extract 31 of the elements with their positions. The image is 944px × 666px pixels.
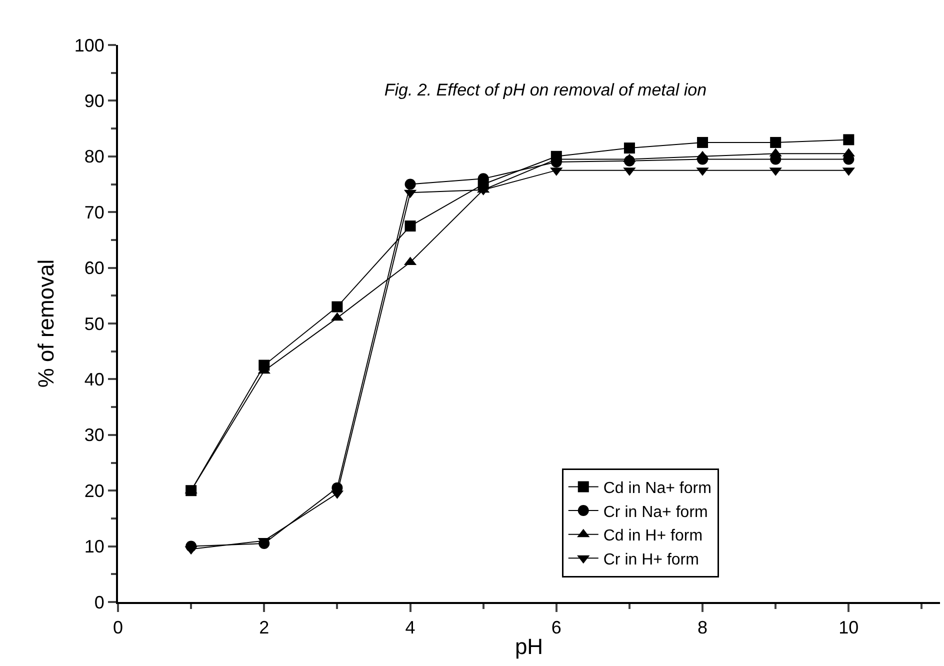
point [404,220,416,232]
y-tick-label: 100 [74,35,104,56]
point [843,134,854,146]
y-tick-label: 20 [84,480,104,501]
point [770,136,782,148]
point [404,178,416,190]
legend-label: Cd in Na+ form [603,480,712,497]
legend-label: Cd in H+ form [603,528,703,545]
y-tick-label: 70 [84,202,104,222]
y-axis-title: % of removal [34,259,59,388]
y-tick-label: 80 [84,146,104,167]
x-tick-label: 4 [405,618,416,638]
x-tick-label: 6 [551,618,562,638]
point [697,136,708,148]
y-tick-label: 90 [84,91,104,111]
x-tick-label: 2 [259,618,270,638]
x-tick-label: 10 [838,618,859,638]
y-tick-label: 10 [84,536,104,557]
y-tick-label: 60 [84,258,104,278]
x-tick-label: 8 [698,618,708,638]
x-axis-title: pH [514,634,544,659]
point [624,142,635,154]
y-tick-label: 50 [84,314,104,334]
text: Fig. 2. Effect of pH on removal of metal ion [384,80,707,100]
y-tick-label: 30 [84,425,104,446]
legend-label: Cr in Na+ form [603,504,708,521]
legend-label: Cr in H+ form [603,551,699,568]
x-tick-label: 0 [112,618,124,638]
point [332,301,343,312]
y-tick-label: 0 [94,592,104,612]
y-tick-label: 40 [84,370,104,390]
